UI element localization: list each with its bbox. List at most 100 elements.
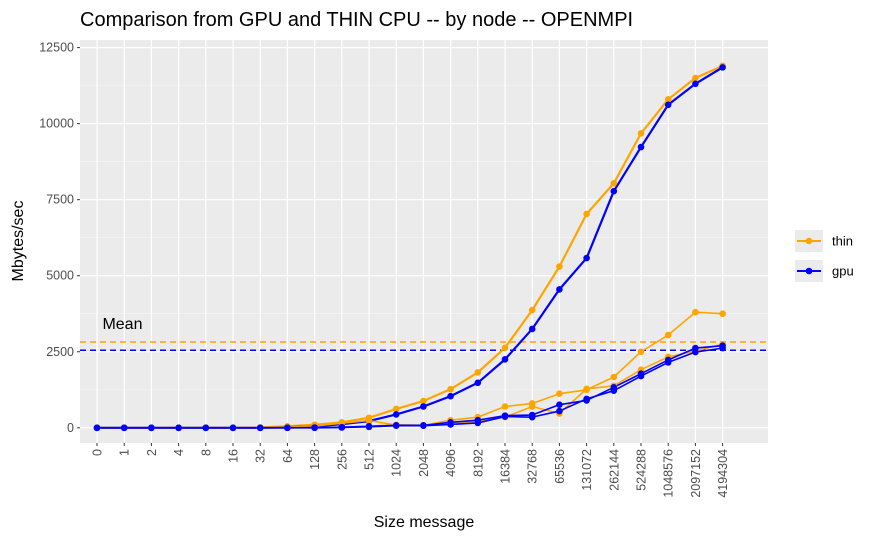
thin-data-point — [692, 74, 699, 82]
gpu-data-point — [610, 387, 618, 394]
gpu-series-line — [97, 347, 723, 429]
gpu-data-point — [692, 80, 699, 88]
gpu-data-point — [692, 348, 699, 356]
thin-data-point — [474, 369, 482, 376]
x-tick-label: 1 — [118, 449, 132, 456]
x-tick-label: 16 — [227, 449, 241, 463]
gpu-data-point — [637, 143, 645, 151]
y-tick-label: 0 — [67, 421, 74, 435]
gpu-data-point — [420, 403, 427, 410]
x-tick-label: 1024 — [390, 449, 404, 477]
gpu-data-point — [148, 424, 155, 432]
gpu-data-point — [447, 392, 454, 400]
x-tick-label: 256 — [335, 449, 349, 470]
thin-data-point — [501, 403, 509, 410]
thin-data-point — [664, 96, 672, 103]
thin-data-point — [556, 263, 563, 270]
x-tick-label: 512 — [363, 449, 377, 470]
x-tick-label: 0 — [91, 449, 105, 456]
legend-key-point — [805, 267, 813, 275]
gpu-data-point — [392, 411, 400, 418]
thin-data-point — [637, 130, 645, 137]
mean-lines — [80, 341, 768, 351]
x-axis-title: Size message — [374, 514, 475, 531]
gpu-data-point — [583, 254, 590, 262]
gpu-data-point — [175, 424, 182, 432]
thin-data-point — [692, 308, 699, 316]
y-axis-title: Mbytes/sec — [10, 201, 27, 282]
x-tick-label: 2097152 — [689, 449, 703, 498]
thin-data-point — [528, 403, 536, 410]
thin-data-point — [583, 385, 590, 393]
y-tick-label: 12500 — [39, 41, 74, 55]
x-tick-label: 128 — [308, 449, 322, 470]
x-tick-label: 8192 — [471, 449, 485, 477]
legend-label: gpu — [832, 264, 854, 279]
gpu-data-point — [365, 423, 373, 431]
x-axis-ticks: 0 1 2 4 8 16 32 64 128 256 512 1024 2048 4096 8192 1638… — [91, 443, 730, 498]
y-axis-ticks: 0 2500 5000 7500 10000 12500 — [39, 41, 80, 435]
thin-data-point — [583, 210, 590, 218]
gpu-data-point — [556, 286, 563, 293]
thin-data-point — [556, 390, 563, 398]
x-tick-label: 2 — [145, 449, 159, 456]
gpu-data-point — [311, 424, 318, 432]
x-tick-label: 4096 — [444, 449, 458, 477]
x-tick-label: 524288 — [635, 449, 649, 491]
thin-data-point — [392, 405, 400, 413]
series-points — [93, 62, 726, 432]
gpu-data-point — [719, 64, 726, 71]
x-tick-label: 8 — [199, 449, 213, 456]
gpu-data-point — [556, 407, 563, 415]
gpu-data-point — [256, 424, 264, 432]
gpu-data-point — [556, 401, 563, 408]
x-tick-label: 32768 — [526, 449, 540, 484]
y-tick-label: 5000 — [46, 269, 74, 283]
gpu-data-point — [474, 419, 482, 427]
grid-major — [80, 40, 768, 443]
legend-label: thin — [832, 234, 853, 249]
x-tick-label: 32 — [254, 449, 268, 463]
thin-data-point — [528, 306, 536, 314]
series-lines — [97, 64, 724, 429]
x-tick-label: 16384 — [499, 449, 513, 484]
y-tick-label: 10000 — [39, 117, 74, 131]
x-tick-label: 4 — [172, 449, 186, 456]
thin-data-point — [610, 179, 618, 187]
thin-data-point — [447, 385, 454, 393]
thin-data-point — [637, 348, 645, 356]
gpu-data-point — [447, 421, 454, 428]
x-tick-label: 1048576 — [662, 449, 676, 498]
gpu-data-point — [637, 372, 645, 380]
thin-data-point — [501, 344, 509, 352]
gpu-data-point — [202, 424, 210, 432]
gpu-data-point — [229, 424, 237, 432]
thin-data-point — [420, 397, 427, 405]
mean-annotation: Mean — [102, 316, 142, 333]
x-tick-label: 4194304 — [716, 449, 730, 498]
gpu-data-point — [664, 359, 672, 366]
gpu-data-point — [610, 187, 618, 195]
gpu-data-point — [528, 325, 536, 333]
x-tick-label: 262144 — [607, 449, 621, 491]
x-tick-label: 65536 — [553, 449, 567, 484]
thin-data-point — [610, 373, 618, 381]
gpu-data-point — [501, 356, 509, 363]
y-tick-label: 2500 — [46, 345, 74, 359]
legend: thin gpu — [795, 230, 854, 282]
gpu-data-point — [474, 379, 482, 387]
gpu-data-point — [501, 413, 509, 420]
gpu-data-point — [338, 424, 346, 431]
gpu-data-point — [664, 101, 672, 109]
gpu-data-point — [420, 422, 427, 429]
y-tick-label: 7500 — [46, 193, 74, 207]
thin-data-point — [664, 331, 672, 339]
legend-key-point — [805, 237, 813, 245]
thin-data-point — [719, 310, 726, 318]
gpu-data-point — [583, 395, 590, 403]
chart-title: Comparison from GPU and THIN CPU -- by n… — [80, 9, 633, 31]
gpu-data-point — [284, 424, 291, 432]
thin-data-point — [365, 417, 373, 424]
x-tick-label: 131072 — [580, 449, 594, 491]
